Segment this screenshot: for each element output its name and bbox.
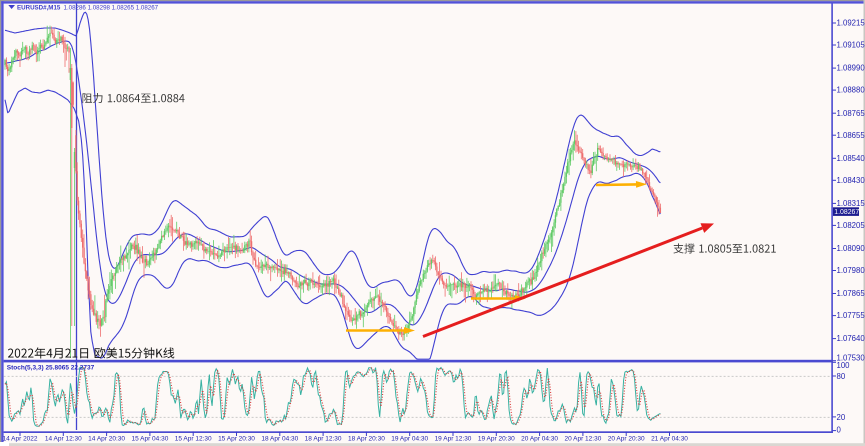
svg-text:1.08267: 1.08267 (834, 209, 859, 216)
svg-text:0: 0 (837, 425, 842, 434)
svg-text:1.07640: 1.07640 (837, 334, 865, 343)
svg-text:19 Apr 20:30: 19 Apr 20:30 (478, 436, 515, 443)
svg-text:1.08430: 1.08430 (837, 176, 865, 185)
svg-text:15 Apr 20:30: 15 Apr 20:30 (218, 436, 255, 443)
svg-text:1.08315: 1.08315 (837, 199, 865, 208)
svg-text:21 Apr 04:30: 21 Apr 04:30 (651, 436, 688, 443)
svg-text:20: 20 (837, 413, 846, 422)
svg-text:14 Apr 20:30: 14 Apr 20:30 (88, 436, 125, 443)
svg-text:14 Apr 12:30: 14 Apr 12:30 (45, 436, 82, 443)
svg-text:1.08880: 1.08880 (837, 86, 865, 95)
svg-text:19 Apr 04:30: 19 Apr 04:30 (391, 436, 428, 443)
svg-text:1.07865: 1.07865 (837, 289, 865, 298)
svg-text:1.09215: 1.09215 (837, 19, 865, 28)
svg-text:1.07755: 1.07755 (837, 311, 865, 320)
svg-text:18 Apr 20:30: 18 Apr 20:30 (348, 436, 385, 443)
svg-text:EURUSD#,M15: EURUSD#,M15 (17, 4, 61, 11)
svg-text:1.08765: 1.08765 (837, 109, 865, 118)
svg-text:1.08990: 1.08990 (837, 64, 865, 73)
svg-text:Stoch(5,3,3) 25.8065 22.2737: Stoch(5,3,3) 25.8065 22.2737 (7, 364, 95, 371)
svg-text:19 Apr 12:30: 19 Apr 12:30 (435, 436, 472, 443)
svg-text:1.07980: 1.07980 (837, 266, 865, 275)
svg-text:80: 80 (837, 372, 846, 381)
svg-text:15 Apr 12:30: 15 Apr 12:30 (175, 436, 212, 443)
svg-text:1.08090: 1.08090 (837, 244, 865, 253)
svg-text:20 Apr 04:30: 20 Apr 04:30 (521, 436, 558, 443)
svg-text:1.08655: 1.08655 (837, 131, 865, 140)
svg-text:1.08286 1.08298 1.08265 1.0826: 1.08286 1.08298 1.08265 1.08267 (64, 4, 159, 11)
svg-text:20 Apr 20:30: 20 Apr 20:30 (608, 436, 645, 443)
svg-text:1.08540: 1.08540 (837, 154, 865, 163)
svg-text:15 Apr 04:30: 15 Apr 04:30 (131, 436, 168, 443)
svg-text:1.08205: 1.08205 (837, 221, 865, 230)
svg-text:18 Apr 12:30: 18 Apr 12:30 (305, 436, 342, 443)
svg-text:1.09105: 1.09105 (837, 41, 865, 50)
svg-text:20 Apr 12:30: 20 Apr 12:30 (564, 436, 601, 443)
svg-text:14 Apr 2022: 14 Apr 2022 (2, 436, 37, 443)
svg-text:18 Apr 04:30: 18 Apr 04:30 (261, 436, 298, 443)
svg-text:100: 100 (837, 361, 851, 370)
svg-text:1.07530: 1.07530 (837, 353, 865, 362)
